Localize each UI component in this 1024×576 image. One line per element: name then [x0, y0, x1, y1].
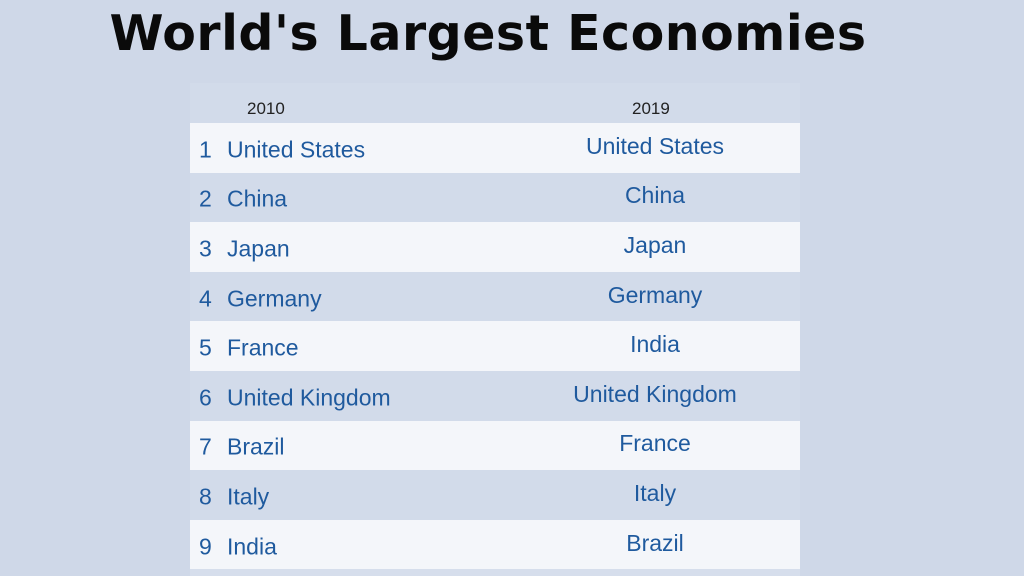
- rank-number: 9: [199, 533, 212, 560]
- country-2010: China: [227, 186, 288, 213]
- country-2010: Italy: [227, 483, 270, 510]
- country-2019: France: [619, 430, 691, 457]
- economies-table: 2010 2019 1 United States United States …: [190, 83, 800, 576]
- country-2019: Japan: [623, 232, 687, 259]
- table-row: 5 France India: [190, 321, 800, 371]
- table-header-row: 2010 2019: [190, 83, 800, 123]
- country-2019: United States: [585, 132, 725, 159]
- country-2019: Brazil: [626, 529, 684, 556]
- rank-number: 5: [199, 334, 212, 361]
- country-2010: India: [227, 533, 277, 560]
- table-row: 4 Germany Germany: [190, 271, 800, 322]
- table-row: 7 Brazil France: [190, 420, 800, 471]
- column-header-2010: 2010: [247, 99, 285, 118]
- country-2010: United Kingdom: [227, 384, 391, 411]
- rank-number: 1: [199, 136, 212, 163]
- country-2019: Italy: [633, 480, 677, 507]
- rank-number: 6: [199, 384, 212, 411]
- table-row: 9 India Brazil: [190, 519, 800, 570]
- rank-number: 3: [199, 235, 212, 262]
- country-2019: Germany: [607, 281, 703, 308]
- country-2019: United Kingdom: [573, 380, 737, 407]
- rank-number: 4: [199, 285, 212, 312]
- country-2010: Brazil: [227, 434, 285, 461]
- country-2010: France: [227, 334, 299, 361]
- rank-number: 2: [199, 186, 212, 213]
- country-2010: United States: [227, 136, 366, 163]
- column-header-2019: 2019: [632, 99, 670, 118]
- table-row: 1 United States United States: [190, 123, 800, 173]
- country-2010: Germany: [227, 285, 322, 312]
- country-2010: Japan: [227, 235, 290, 262]
- rank-number: 7: [199, 434, 212, 461]
- country-2019: India: [630, 331, 680, 358]
- country-2019: China: [624, 182, 686, 209]
- table-row: 3 Japan Japan: [190, 222, 800, 272]
- rank-number: 8: [199, 483, 212, 510]
- table-row: 2 China China: [190, 172, 800, 223]
- page-title: World's Largest Economies: [109, 5, 867, 62]
- table-row: 6 United Kingdom United Kingdom: [190, 370, 800, 421]
- table-row: 8 Italy Italy: [190, 470, 800, 520]
